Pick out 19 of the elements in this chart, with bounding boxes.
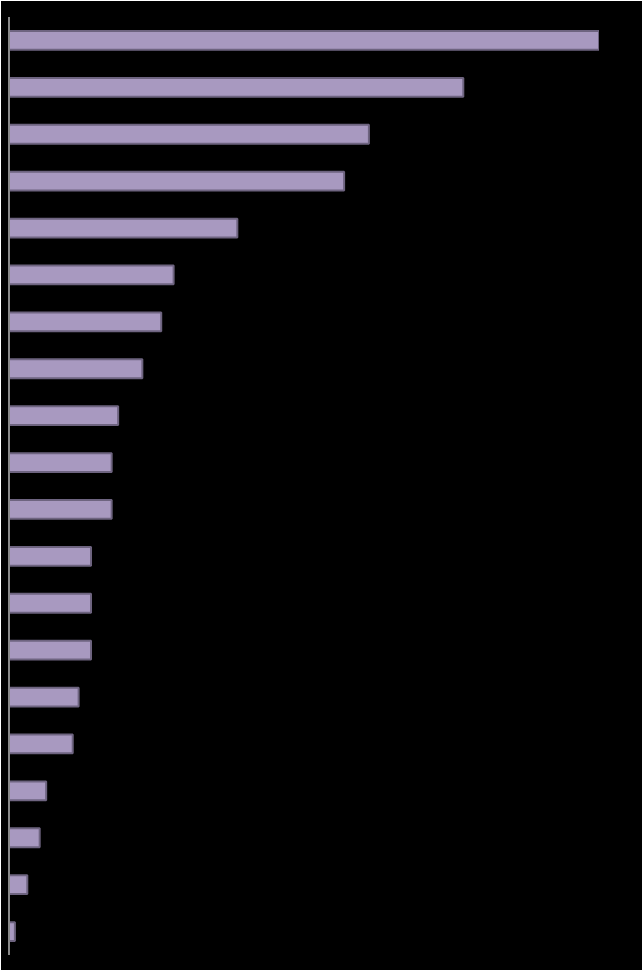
bar xyxy=(9,264,175,286)
bar xyxy=(9,170,346,192)
bar xyxy=(9,123,370,145)
bar xyxy=(9,780,48,802)
bar xyxy=(9,358,144,380)
bar xyxy=(9,733,74,755)
bar xyxy=(9,30,599,51)
bar xyxy=(9,686,80,708)
bar xyxy=(9,499,113,520)
bar xyxy=(9,545,93,567)
bar xyxy=(9,311,163,333)
bar xyxy=(9,217,239,239)
bar xyxy=(9,874,29,896)
bar xyxy=(9,452,113,473)
bar xyxy=(9,827,41,849)
bar xyxy=(9,76,465,98)
bar xyxy=(9,405,120,427)
bar xyxy=(9,592,93,614)
bar xyxy=(9,639,93,661)
